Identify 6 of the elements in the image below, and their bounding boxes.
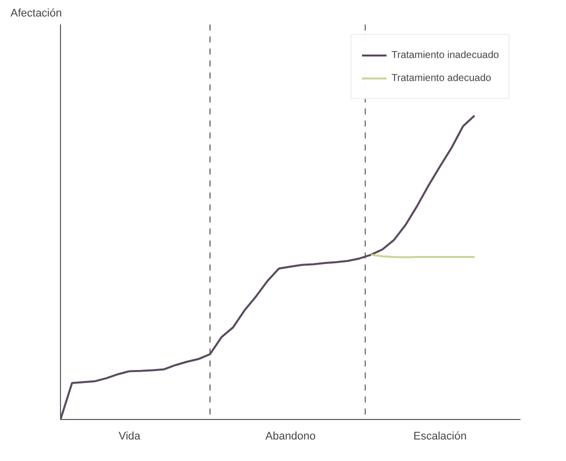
x-tick-label: Vida xyxy=(118,430,142,442)
x-tick-label: Escalación xyxy=(413,430,467,442)
x-tick-label: Abandono xyxy=(265,430,316,442)
legend-label: Tratamiento inadecuado xyxy=(392,50,499,60)
text: Afectación xyxy=(10,8,62,20)
legend-label: Tratamiento adecuado xyxy=(392,72,492,84)
